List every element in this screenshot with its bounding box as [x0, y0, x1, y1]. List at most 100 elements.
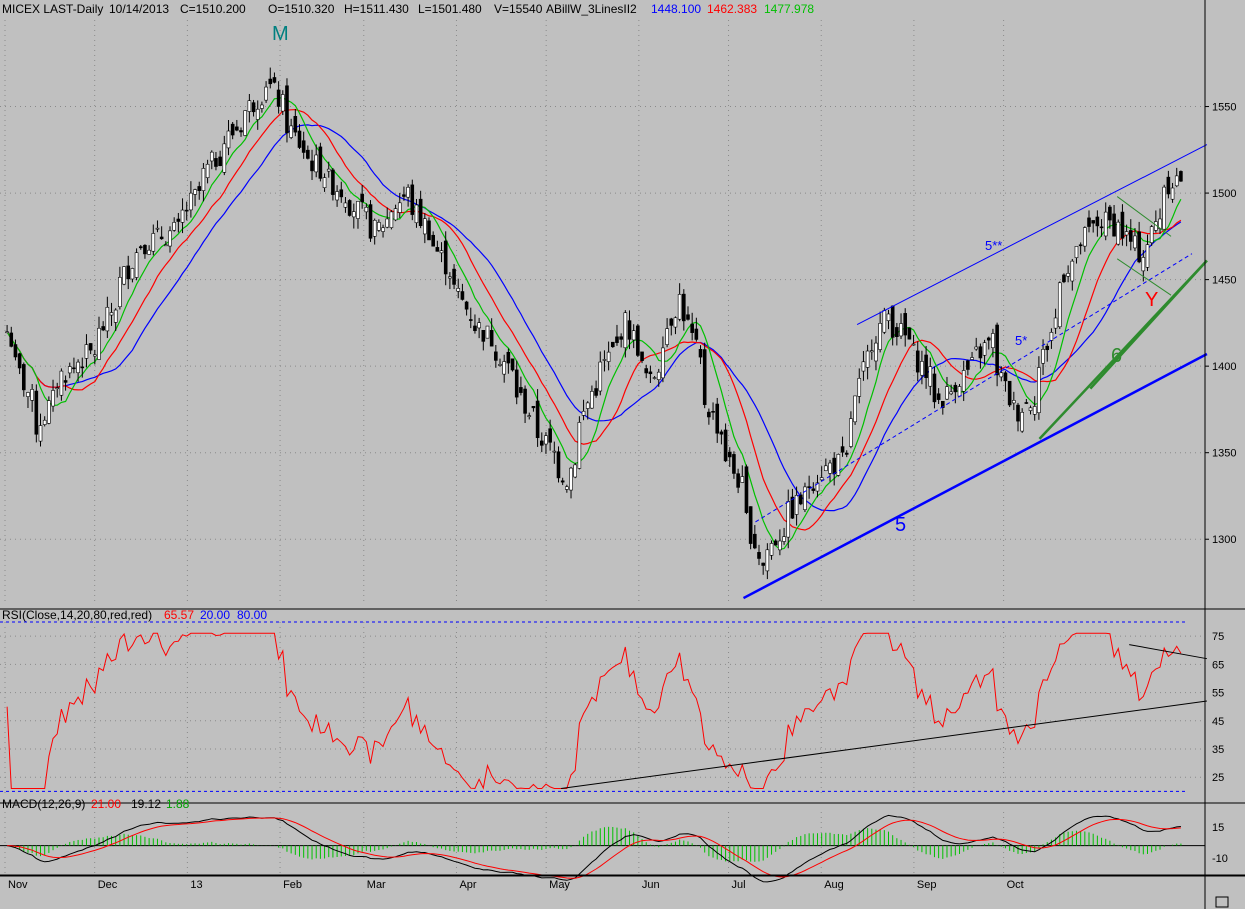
candle-body [1037, 367, 1041, 413]
candle-body [565, 486, 569, 490]
candle-body [485, 325, 490, 339]
candle-body [1095, 216, 1100, 227]
candle-body [915, 350, 920, 373]
candle-body [828, 462, 832, 474]
candle-body [1024, 402, 1029, 404]
candle-body [974, 346, 979, 350]
y-tick-label: 1300 [1212, 534, 1236, 546]
price-pane[interactable] [5, 67, 1208, 600]
candle-body [610, 341, 615, 348]
candle-body [93, 354, 97, 357]
candle-body [427, 220, 431, 241]
candle-body [76, 361, 80, 374]
candle-body [498, 364, 502, 366]
candle-body [1091, 220, 1095, 224]
candle-body [803, 486, 807, 510]
x-tick-label: Sep [917, 879, 937, 891]
candle-body [941, 400, 945, 408]
candle-body [682, 293, 686, 322]
candle-body [673, 317, 678, 328]
candle-body [172, 222, 176, 231]
candle-body [347, 200, 352, 216]
candle-body [452, 268, 456, 285]
rsi-value: 65.57 [164, 608, 194, 622]
candle-body [1112, 213, 1116, 237]
candle-body [844, 452, 849, 455]
candle-body [932, 373, 937, 403]
candle-body [702, 349, 707, 405]
candle-body [42, 419, 47, 425]
candle-body [573, 464, 578, 478]
macd-label: MACD(12,26,9) [2, 797, 85, 811]
macd-hist: 1.88 [166, 797, 190, 811]
header-volume: V=15540 [494, 2, 543, 16]
candle-body [690, 323, 694, 333]
scroll-control-icon[interactable] [1215, 896, 1229, 908]
candle-body [402, 194, 406, 197]
candle-body [356, 201, 360, 219]
rsi-tick-label: 45 [1212, 716, 1224, 728]
candle-body [594, 388, 598, 396]
header-date: 10/14/2013 [109, 2, 169, 16]
candle-body [861, 361, 866, 372]
candle-body [778, 540, 782, 551]
x-tick-label: Jul [732, 879, 746, 891]
grid-lines [0, 20, 1205, 873]
candle-body [623, 312, 628, 349]
candle-body [289, 125, 293, 138]
candle-body [184, 209, 189, 212]
candle-body [740, 476, 745, 483]
candle-body [1070, 260, 1075, 282]
candle-body [598, 361, 603, 392]
candle-body [1062, 274, 1066, 283]
candle-body [418, 198, 423, 227]
candle-body [1003, 372, 1008, 382]
candle-body [686, 314, 690, 320]
candle-body [193, 189, 197, 195]
header-open: O=1510.320 [268, 2, 335, 16]
candle-body [34, 390, 39, 435]
macd-pane[interactable] [0, 814, 1205, 883]
candle-body [134, 252, 139, 278]
candle-body [782, 536, 786, 542]
annotation-y: Y [1145, 289, 1158, 311]
macd-tick-label: 15 [1212, 822, 1224, 834]
candle-body [506, 351, 511, 364]
candle-body [869, 350, 874, 353]
candle-body [736, 473, 740, 488]
candle-body [644, 368, 649, 374]
candle-body [205, 163, 210, 179]
candle-body [189, 192, 193, 211]
candle-body [218, 156, 222, 167]
rsi-pane[interactable] [0, 621, 1208, 792]
candle-body [1149, 226, 1154, 244]
candle-body [1016, 404, 1020, 422]
candle-body [602, 359, 607, 361]
candle-body [143, 244, 147, 255]
candle-body [389, 211, 394, 228]
candle-body [230, 123, 235, 136]
annotation-5: 5 [895, 514, 906, 536]
candle-body [677, 294, 682, 320]
macd-value: 21.00 [91, 797, 121, 811]
candle-body [272, 77, 277, 83]
candle-body [719, 431, 724, 435]
candle-body [761, 562, 765, 566]
candle-body [456, 288, 461, 292]
candle-body [423, 218, 427, 235]
candle-body [945, 386, 949, 400]
candle-body [251, 102, 256, 113]
candle-body [727, 451, 732, 458]
candle-body [55, 387, 60, 389]
x-tick-label: Aug [824, 879, 844, 891]
candle-body [310, 160, 314, 172]
candle-body [393, 208, 398, 221]
candle-body [966, 360, 970, 370]
candle-body [168, 230, 172, 247]
rsi-tick-label: 75 [1212, 631, 1224, 643]
candle-body [978, 346, 983, 359]
candle-body [707, 411, 711, 418]
candle-body [222, 143, 227, 173]
